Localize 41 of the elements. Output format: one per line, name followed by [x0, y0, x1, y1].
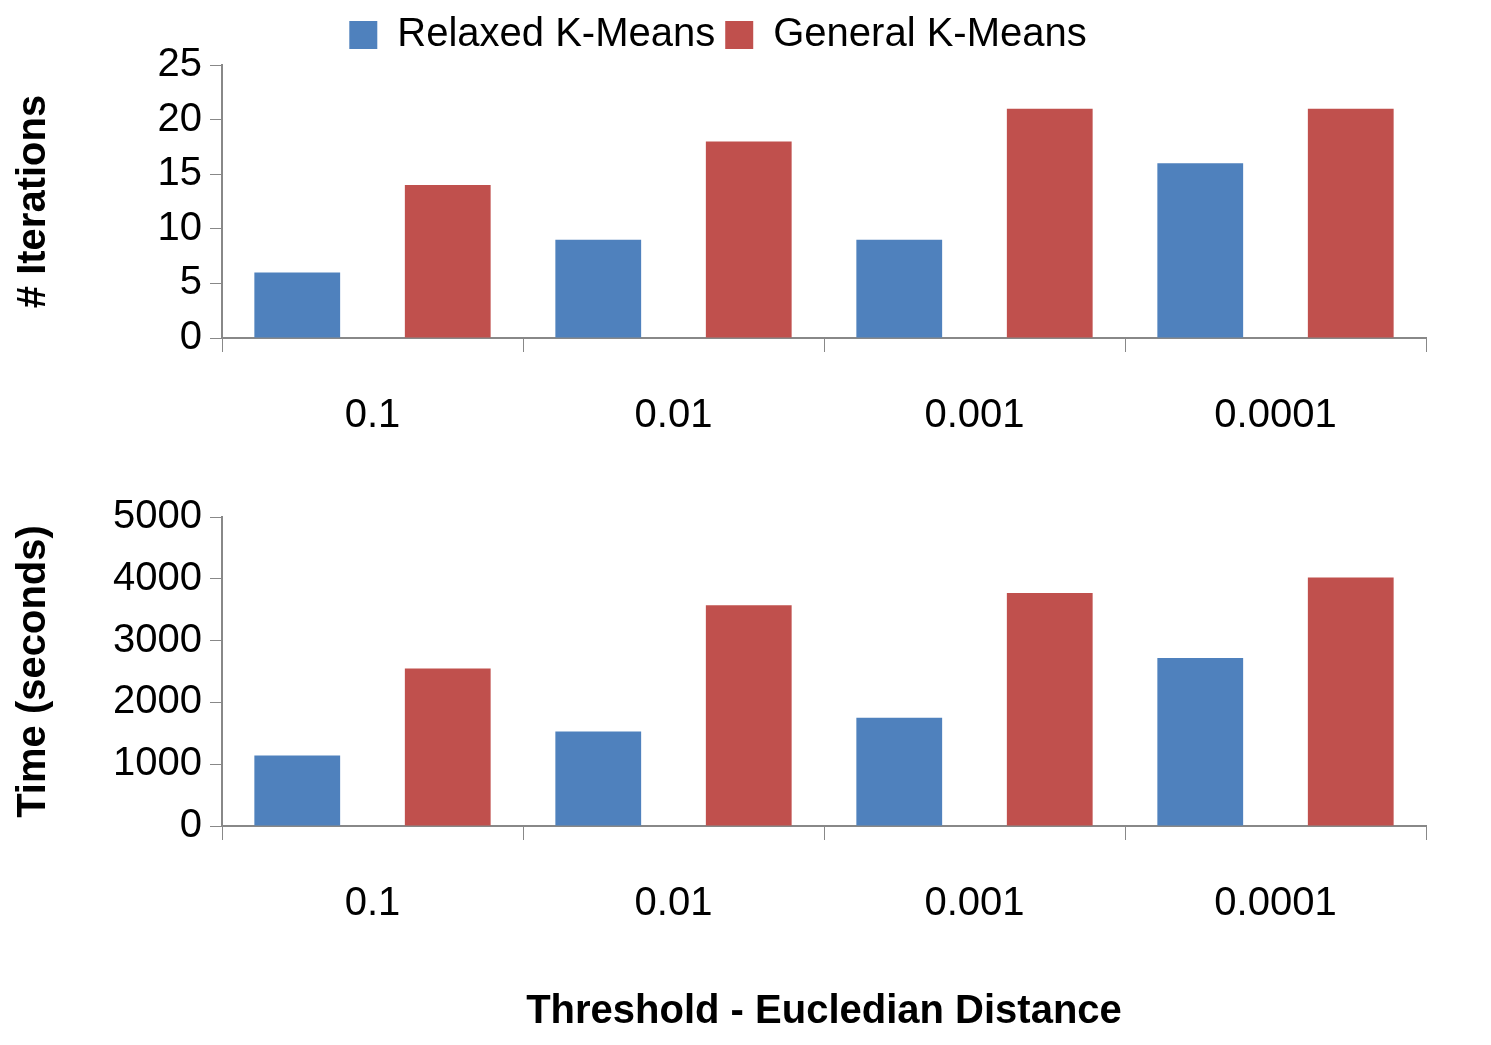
legend-label: Relaxed K-Means — [397, 10, 716, 55]
y-tick-label: 2000 — [113, 677, 202, 722]
y-tick-label: 0 — [179, 801, 202, 846]
x-tick-label: 0.01 — [634, 879, 713, 924]
bar — [555, 731, 642, 826]
bar — [254, 272, 341, 338]
x-tick-label: 0.1 — [344, 879, 401, 924]
y-tick-label: 5 — [179, 258, 202, 303]
bar — [404, 185, 491, 338]
y-tick-label: 25 — [157, 40, 202, 85]
y-axis-title: Time (seconds) — [9, 525, 54, 818]
bar — [705, 605, 792, 826]
y-axis-title: # Iterations — [9, 94, 54, 309]
bar — [254, 755, 341, 826]
y-tick-label: 4000 — [113, 553, 202, 598]
bar — [1307, 577, 1394, 826]
bar — [1157, 163, 1244, 338]
x-tick-label: 0.01 — [634, 391, 713, 436]
bar — [1157, 657, 1244, 826]
y-tick-label: 10 — [157, 203, 202, 248]
x-tick-label: 0.0001 — [1214, 391, 1337, 436]
x-tick-label: 0.001 — [924, 391, 1025, 436]
legend-label: General K-Means — [773, 10, 1087, 55]
y-tick-label: 5000 — [113, 492, 202, 537]
y-tick-label: 15 — [157, 149, 202, 194]
x-tick-label: 0.0001 — [1214, 879, 1337, 924]
y-tick-label: 1000 — [113, 739, 202, 784]
bar — [856, 239, 943, 338]
bar — [1006, 108, 1093, 338]
x-tick-label: 0.1 — [344, 391, 401, 436]
x-tick-label: 0.001 — [924, 879, 1025, 924]
bar — [404, 668, 491, 826]
y-tick-label: 20 — [157, 94, 202, 139]
bar — [1307, 108, 1394, 338]
bar — [705, 141, 792, 338]
bar — [856, 717, 943, 826]
bar — [555, 239, 642, 338]
bar — [1006, 593, 1093, 826]
x-axis-title: Threshold - Eucledian Distance — [526, 987, 1122, 1032]
y-tick-label: 3000 — [113, 615, 202, 660]
y-tick-label: 0 — [179, 313, 202, 358]
